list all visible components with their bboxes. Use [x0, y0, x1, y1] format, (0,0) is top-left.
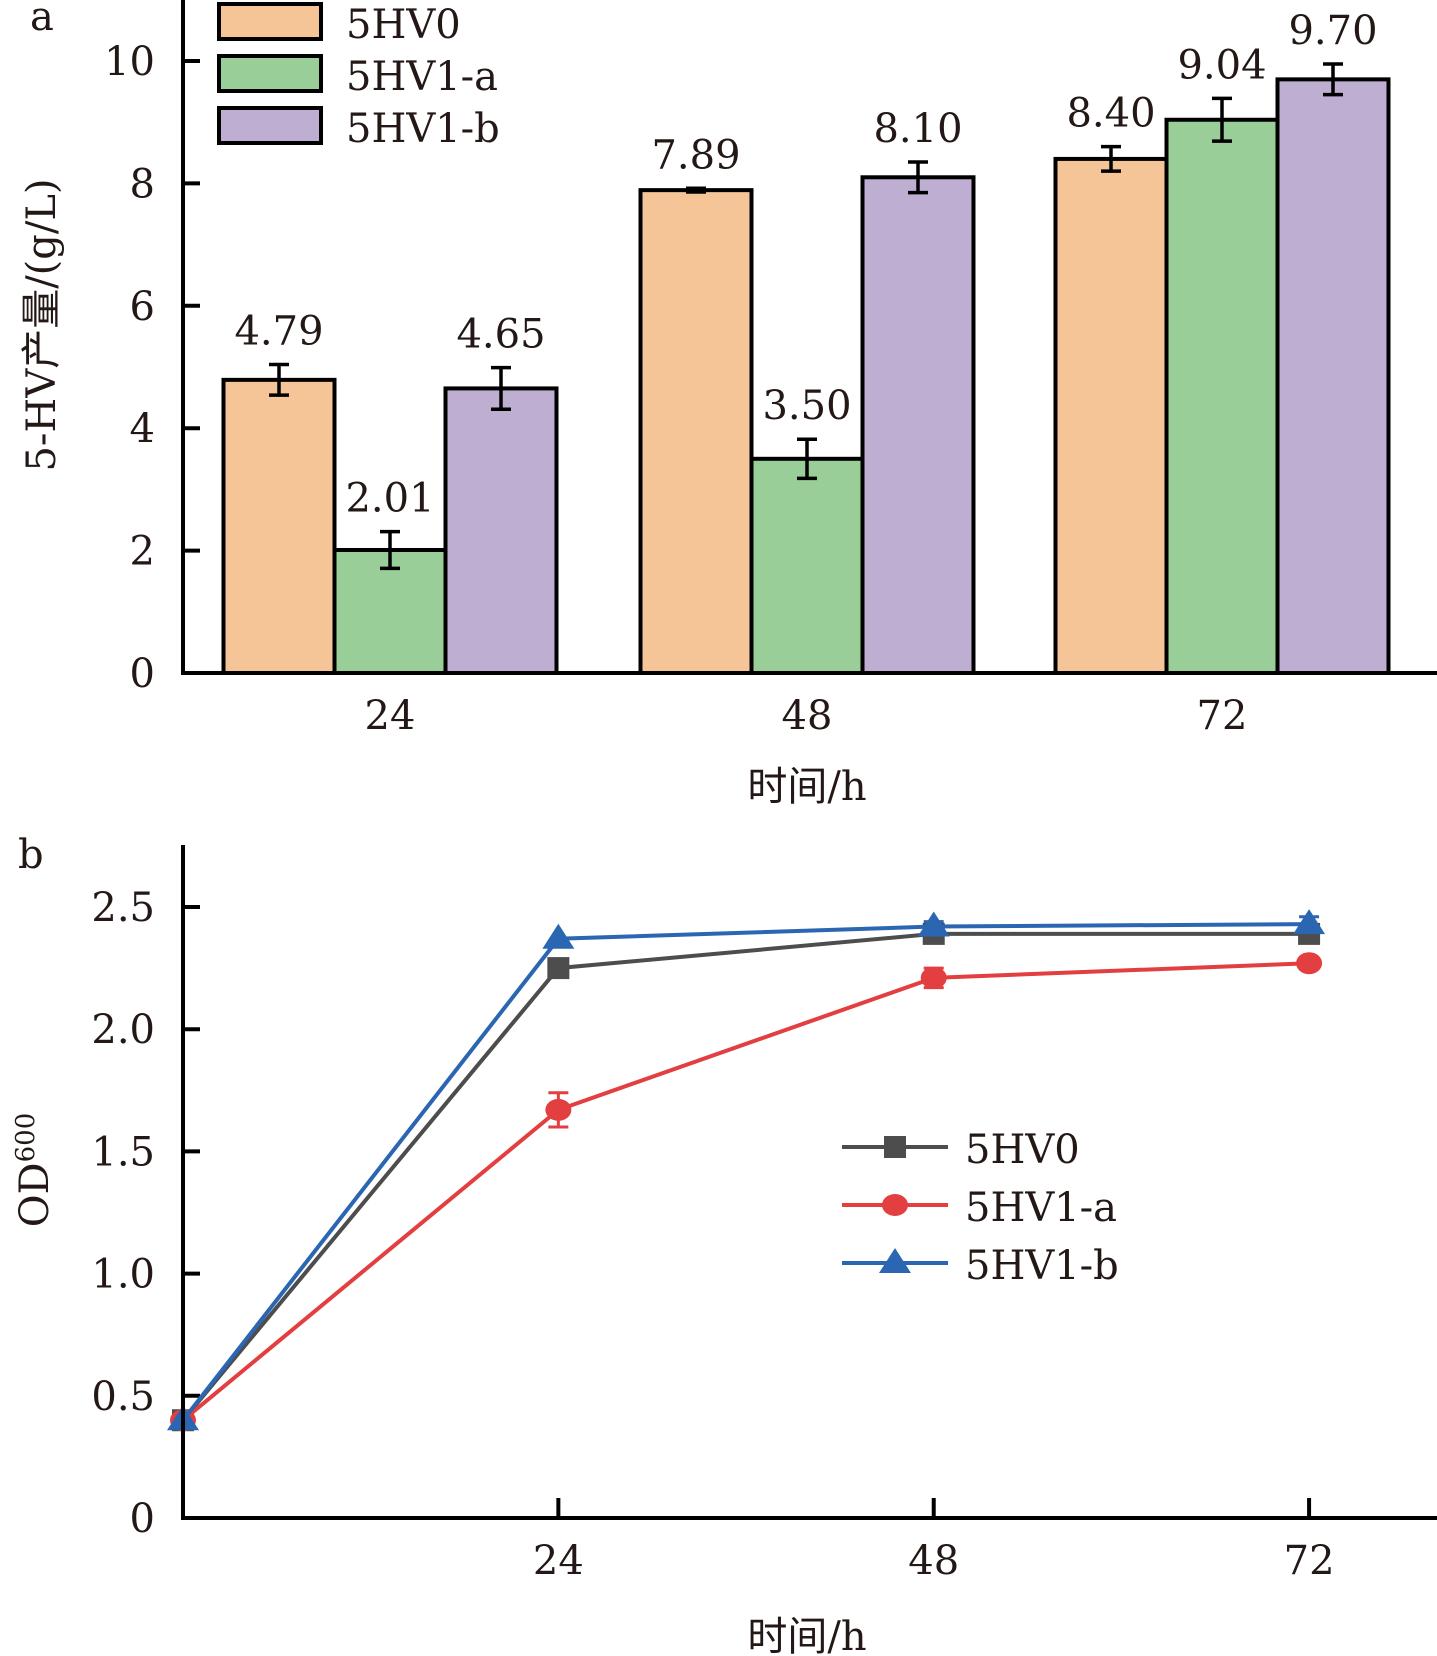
y-tick-label: 2 [130, 529, 155, 575]
svg-text:OD600: OD600 [11, 1113, 58, 1228]
x-tick-label: 48 [782, 693, 833, 739]
bar-5HV1-b-48 [860, 175, 976, 675]
bar-5HV1-a-24 [332, 547, 448, 675]
legend-label: 5HV1-b [965, 1243, 1119, 1289]
series-line [181, 931, 1310, 1422]
bar-5HV1-a-72 [1164, 117, 1280, 675]
chart-b-y-axis-title-main: OD [12, 1162, 58, 1227]
error-bar [1212, 96, 1232, 143]
series-5HV0 [172, 922, 1321, 1432]
legend-label: 5HV1-b [346, 106, 500, 152]
data-point [547, 957, 570, 980]
data-point [542, 923, 575, 949]
legend-swatch [217, 54, 323, 93]
data-point [545, 1098, 572, 1121]
legend-swatch [217, 2, 323, 41]
legend-item: 5HV1-b [842, 1243, 1119, 1289]
series-line [181, 922, 1310, 1422]
y-tick-label: 0.5 [91, 1374, 155, 1420]
x-tick-label: 72 [1284, 1538, 1335, 1584]
legend-label: 5HV0 [965, 1127, 1080, 1173]
data-label: 9.70 [1288, 8, 1377, 54]
data-label: 4.65 [456, 312, 545, 358]
data-label: 8.10 [873, 106, 962, 152]
legend-marker [882, 1194, 908, 1216]
data-label: 2.01 [345, 476, 434, 522]
data-label: 4.79 [234, 309, 323, 355]
x-tick-label: 72 [1197, 693, 1248, 739]
legend-label: 5HV0 [346, 2, 461, 48]
bar-5HV1-b-72 [1275, 77, 1391, 676]
x-tick-label: 48 [908, 1538, 959, 1584]
y-tick-label: 8 [130, 161, 155, 207]
error-bar [491, 365, 511, 411]
error-bar [380, 529, 400, 571]
legend-marker [879, 1248, 911, 1273]
x-tick-label: 24 [365, 693, 416, 739]
error-bar [908, 160, 928, 195]
y-tick-label: 2.5 [91, 885, 155, 931]
chart-b-legend: 5HV0 5HV1-a 5HV1-b [842, 1127, 1119, 1289]
panel-a-label: a [30, 0, 54, 40]
legend-item: 5HV1-a [842, 1185, 1117, 1231]
legend-marker [884, 1136, 906, 1158]
chart-b-x-axis-title: 时间/h [747, 1614, 866, 1656]
legend-item: 5HV0 [842, 1127, 1080, 1173]
y-tick-label: 0 [130, 651, 155, 697]
legend-item: 5HV0 [217, 2, 461, 48]
y-tick-label: 1.0 [91, 1252, 155, 1298]
x-tick-label: 24 [533, 1538, 584, 1584]
chart-a-y-axis-title: 5-HV产量/(g/L) [19, 178, 65, 471]
data-label: 9.04 [1177, 42, 1266, 88]
legend-label: 5HV1-a [346, 54, 498, 100]
data-label: 7.89 [651, 132, 740, 178]
series-5HV1-b [167, 909, 1326, 1431]
y-tick-label: 4 [130, 406, 155, 452]
data-point [917, 911, 950, 937]
chart-b-y-axis-title: OD600 [11, 1113, 58, 1228]
bar-5HV1-b-24 [443, 386, 559, 675]
panel-b-label: b [18, 832, 44, 878]
legend-item: 5HV1-a [217, 54, 498, 100]
bar-5HV0-48 [638, 188, 754, 676]
chart-a-legend: 5HV0 5HV1-a 5HV1-b [217, 2, 500, 152]
error-bar [686, 186, 706, 194]
bar-5HV1-a-48 [749, 456, 865, 675]
data-point [1296, 952, 1323, 975]
y-tick-label: 0 [130, 1496, 155, 1542]
bar-5HV0-24 [221, 377, 337, 675]
chart-b: b OD600 时间/h 0 0.5 1.0 1.5 2.0 2.5 24 48 72 5HV… [11, 832, 1437, 1656]
y-tick-label: 10 [104, 39, 155, 85]
data-label: 8.40 [1066, 91, 1155, 137]
data-point [920, 966, 947, 989]
chart-a-x-axis-title: 时间/h [747, 764, 866, 810]
data-point [1293, 909, 1326, 935]
error-bar [269, 362, 289, 397]
data-label: 3.50 [762, 383, 851, 429]
error-bar [1101, 144, 1121, 173]
chart-b-y-axis-title-subscript: 600 [11, 1113, 41, 1163]
error-bar [1323, 62, 1343, 97]
y-tick-label: 1.5 [91, 1129, 155, 1175]
y-tick-label: 6 [130, 284, 155, 330]
legend-swatch [217, 106, 323, 145]
series-5HV1-a [170, 952, 1323, 1432]
legend-item: 5HV1-b [217, 106, 500, 152]
error-bar [797, 437, 817, 481]
bar-5HV0-72 [1053, 156, 1169, 676]
series-line [181, 961, 1310, 1422]
y-tick-label: 2.0 [91, 1007, 155, 1053]
legend-label: 5HV1-a [965, 1185, 1117, 1231]
